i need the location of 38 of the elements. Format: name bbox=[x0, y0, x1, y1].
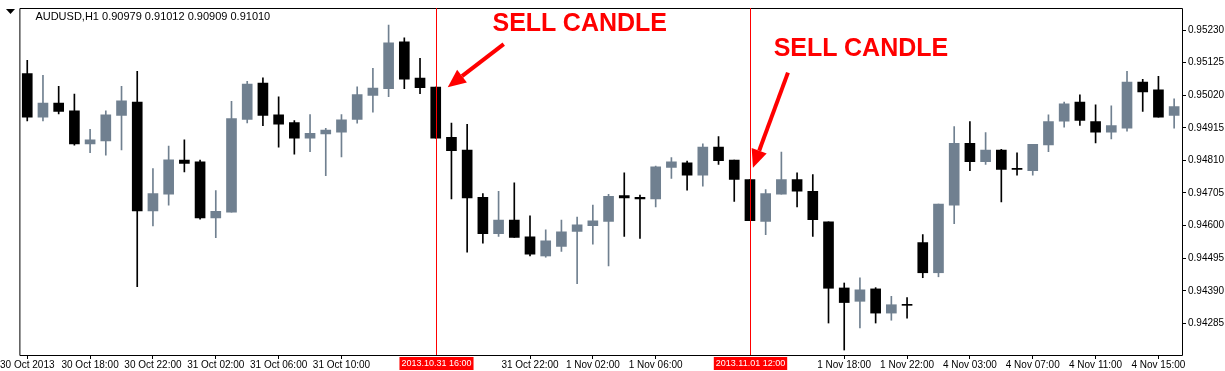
x-tick-label: 1 Nov 18:00 bbox=[817, 358, 872, 370]
y-tick-label: 0.94915 bbox=[1188, 121, 1225, 133]
candlestick bbox=[1105, 105, 1117, 140]
candlestick bbox=[367, 67, 379, 113]
candlestick bbox=[1011, 152, 1023, 176]
x-tick-label: 1 Nov 02:00 bbox=[565, 358, 621, 370]
x-tick-label: 1 Nov 06:00 bbox=[628, 358, 684, 370]
x-tick-label: 31 Oct 06:00 bbox=[250, 358, 308, 370]
x-tick-label: 31 Oct 02:00 bbox=[187, 358, 245, 370]
x-tick-label: 30 Oct 22:00 bbox=[124, 358, 183, 370]
candlestick bbox=[210, 190, 222, 239]
x-tick-label: 2013.10.31 16:00 bbox=[401, 358, 472, 369]
y-tick-label: 0.95125 bbox=[1188, 56, 1225, 68]
y-tick-label: 0.95230 bbox=[1188, 23, 1225, 35]
y-tick-label: 0.94600 bbox=[1188, 219, 1225, 231]
x-tick-label: 30 Oct 18:00 bbox=[61, 358, 120, 370]
x-tick-label: 1 Nov 22:00 bbox=[880, 358, 935, 370]
y-tick-label: 0.94810 bbox=[1188, 154, 1225, 166]
y-tick-label: 0.94390 bbox=[1188, 284, 1225, 296]
x-tick-label: 4 Nov 07:00 bbox=[1005, 358, 1061, 370]
x-tick-label: 4 Nov 03:00 bbox=[942, 358, 998, 370]
x-tick-label: 30 Oct 2013 bbox=[0, 358, 55, 370]
candlestick bbox=[901, 297, 913, 319]
y-tick-label: 0.94285 bbox=[1188, 317, 1225, 329]
y-tick-label: 0.95020 bbox=[1188, 88, 1225, 100]
y-tick-label: 0.94495 bbox=[1188, 251, 1225, 263]
x-tick-label: 4 Nov 11:00 bbox=[1069, 358, 1123, 370]
candlestick bbox=[618, 172, 630, 237]
x-tick-label: 31 Oct 10:00 bbox=[312, 358, 371, 370]
annotation: SELL CANDLE bbox=[492, 8, 668, 37]
y-tick-label: 0.94705 bbox=[1188, 186, 1225, 198]
x-tick-label: 2013.11.01 12:00 bbox=[715, 358, 786, 369]
annotation: SELL CANDLE bbox=[773, 32, 949, 61]
x-tick-label: 31 Oct 22:00 bbox=[501, 358, 560, 370]
candlestick bbox=[838, 282, 850, 351]
x-tick-label: 4 Nov 15:00 bbox=[1131, 358, 1186, 370]
chart-title: AUDUSD,H1 0.90979 0.91012 0.90909 0.91010 bbox=[35, 10, 271, 23]
candlestick bbox=[571, 216, 583, 284]
